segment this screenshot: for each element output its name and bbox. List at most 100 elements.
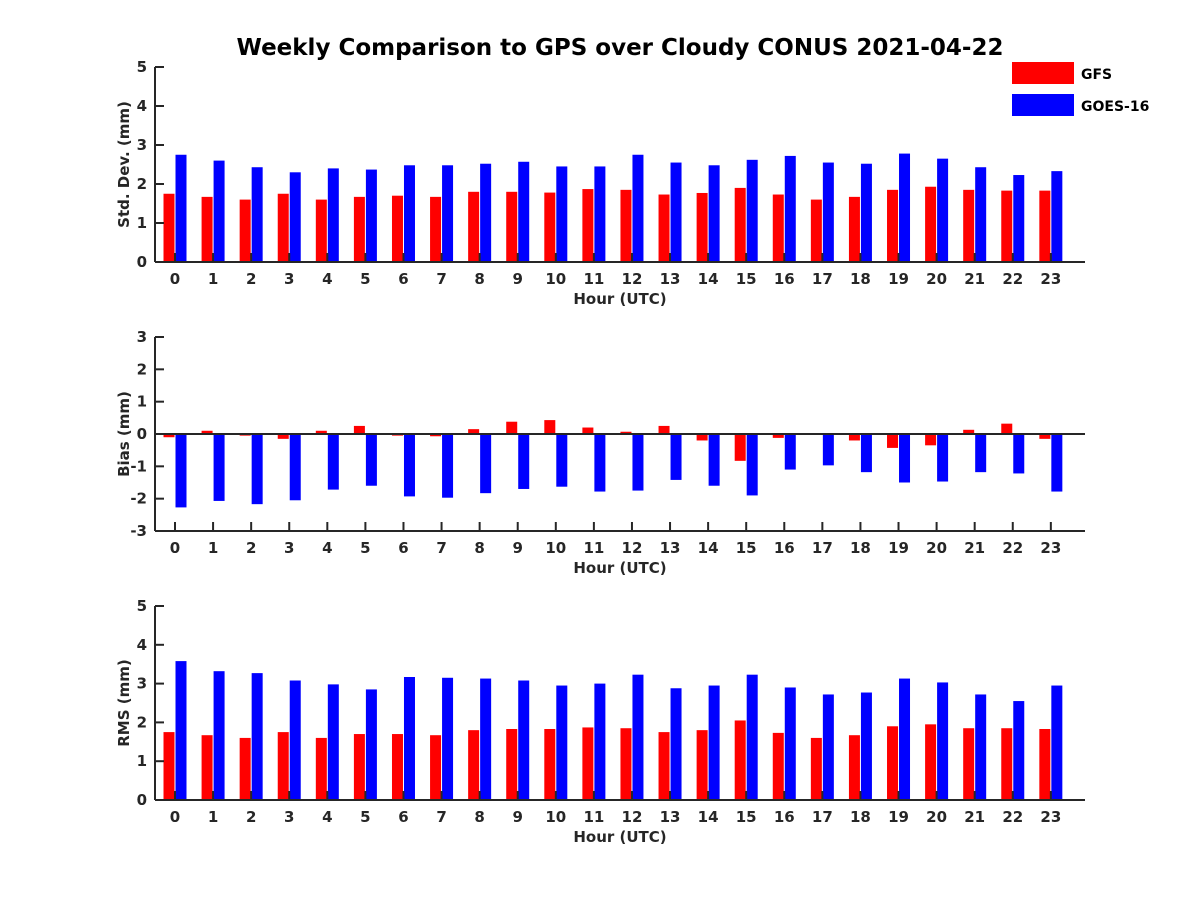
bias-ylabel: Bias (mm) [115, 391, 133, 477]
bias-bar-goes16-17 [822, 434, 834, 466]
rms-xtick-label: 21 [964, 808, 985, 826]
bias-bar-goes16-18 [860, 434, 872, 473]
bias-bar-goes16-2 [251, 434, 263, 505]
std-dev-bar-goes16-13 [670, 162, 682, 262]
bias-xtick-label: 4 [322, 539, 332, 557]
rms-bar-gfs-7 [430, 735, 442, 800]
rms-bar-gfs-0 [163, 732, 175, 800]
std-dev-bar-gfs-12 [620, 189, 632, 262]
rms-bar-gfs-4 [315, 737, 327, 800]
std-dev-bar-gfs-2 [239, 199, 251, 262]
bias-xtick-label: 3 [284, 539, 294, 557]
std-dev-xtick-label: 20 [926, 270, 947, 288]
std-dev-bar-goes16-8 [480, 163, 492, 262]
rms-bar-goes16-15 [746, 674, 758, 800]
bias-xtick-label: 0 [170, 539, 180, 557]
bias-bar-goes16-0 [175, 434, 187, 508]
bias-bar-gfs-21 [963, 429, 975, 434]
bias-xtick-label: 5 [360, 539, 370, 557]
bias-bar-goes16-4 [327, 434, 339, 490]
rms-bar-gfs-14 [696, 730, 708, 800]
rms-xtick-label: 2 [246, 808, 256, 826]
rms-bar-gfs-8 [468, 730, 480, 800]
rms-xtick-label: 13 [660, 808, 681, 826]
bias-bar-gfs-20 [925, 434, 937, 446]
rms-xtick-label: 19 [888, 808, 909, 826]
std-dev-xtick-label: 1 [208, 270, 218, 288]
rms-ytick-label: 4 [137, 636, 147, 654]
bias-bar-goes16-14 [708, 434, 720, 486]
rms-bar-goes16-5 [365, 689, 377, 800]
std-dev-bar-goes16-2 [251, 167, 263, 262]
bias-xtick-label: 13 [660, 539, 681, 557]
rms-bar-gfs-13 [658, 732, 670, 800]
bias-xtick-label: 21 [964, 539, 985, 557]
std-dev-bar-gfs-19 [887, 189, 899, 262]
std-dev-bar-gfs-9 [506, 191, 518, 262]
rms-bar-gfs-3 [277, 732, 289, 800]
rms-bar-goes16-11 [594, 683, 606, 800]
rms-bar-goes16-22 [1013, 701, 1025, 800]
rms-bar-gfs-2 [239, 737, 251, 800]
bias-bar-goes16-11 [594, 434, 606, 492]
rms-xtick-label: 7 [436, 808, 446, 826]
std-dev-bar-gfs-21 [963, 189, 975, 262]
bias-xtick-label: 19 [888, 539, 909, 557]
rms-xtick-label: 12 [622, 808, 643, 826]
rms-xtick-label: 9 [513, 808, 523, 826]
rms-xtick-label: 5 [360, 808, 370, 826]
bias-bar-goes16-16 [784, 434, 796, 470]
bias-bar-goes16-1 [213, 434, 225, 501]
std-dev-bar-gfs-5 [353, 196, 365, 262]
std-dev-bar-gfs-14 [696, 192, 708, 262]
std-dev-xtick-label: 3 [284, 270, 294, 288]
std-dev-xtick-label: 10 [545, 270, 566, 288]
bias-bar-gfs-14 [696, 434, 708, 441]
legend-label-goes16: GOES-16 [1081, 99, 1149, 115]
rms-bar-gfs-5 [353, 734, 365, 800]
bias-ytick-label: -2 [130, 490, 147, 508]
bias-bar-gfs-7 [430, 434, 442, 437]
std-dev-bar-goes16-7 [442, 165, 454, 262]
std-dev-bar-gfs-4 [315, 199, 327, 262]
std-dev-bar-gfs-8 [468, 191, 480, 262]
bias-xtick-label: 11 [583, 539, 604, 557]
std-dev-bar-goes16-11 [594, 166, 606, 262]
bias-bar-goes16-19 [899, 434, 911, 483]
std-dev-ylabel: Std. Dev. (mm) [115, 101, 133, 228]
std-dev-ytick-label: 4 [137, 97, 147, 115]
rms-bar-goes16-1 [213, 671, 225, 800]
bias-bar-goes16-15 [746, 434, 758, 496]
std-dev-xtick-label: 4 [322, 270, 332, 288]
rms-bar-gfs-10 [544, 729, 556, 800]
std-dev-bar-gfs-13 [658, 194, 670, 262]
bias-xtick-label: 15 [736, 539, 757, 557]
std-dev-xtick-label: 9 [513, 270, 523, 288]
std-dev-bar-gfs-16 [772, 194, 784, 262]
rms-bar-goes16-10 [556, 685, 568, 800]
bias-bar-goes16-22 [1013, 434, 1025, 474]
rms-xtick-label: 20 [926, 808, 947, 826]
bias-bar-gfs-11 [582, 427, 594, 434]
std-dev-xtick-label: 18 [850, 270, 871, 288]
bias-bar-goes16-9 [518, 434, 530, 489]
rms-bar-goes16-2 [251, 673, 263, 800]
std-dev-xtick-label: 22 [1002, 270, 1023, 288]
rms-xtick-label: 3 [284, 808, 294, 826]
bias-ytick-label: 3 [137, 328, 147, 346]
std-dev-bar-goes16-4 [327, 168, 339, 262]
std-dev-bar-goes16-20 [937, 158, 949, 262]
rms-xtick-label: 8 [474, 808, 484, 826]
bias-bar-gfs-10 [544, 420, 556, 434]
rms-bar-goes16-0 [175, 661, 187, 800]
rms-bar-gfs-21 [963, 728, 975, 800]
rms-bar-gfs-15 [734, 720, 746, 800]
chart-title: Weekly Comparison to GPS over Cloudy CON… [237, 35, 1004, 61]
rms-bar-goes16-17 [822, 694, 834, 800]
rms-ytick-label: 0 [137, 791, 147, 809]
rms-bar-goes16-7 [442, 677, 454, 800]
bias-bar-goes16-13 [670, 434, 682, 480]
std-dev-bar-gfs-3 [277, 193, 289, 262]
rms-bar-gfs-16 [772, 732, 784, 800]
